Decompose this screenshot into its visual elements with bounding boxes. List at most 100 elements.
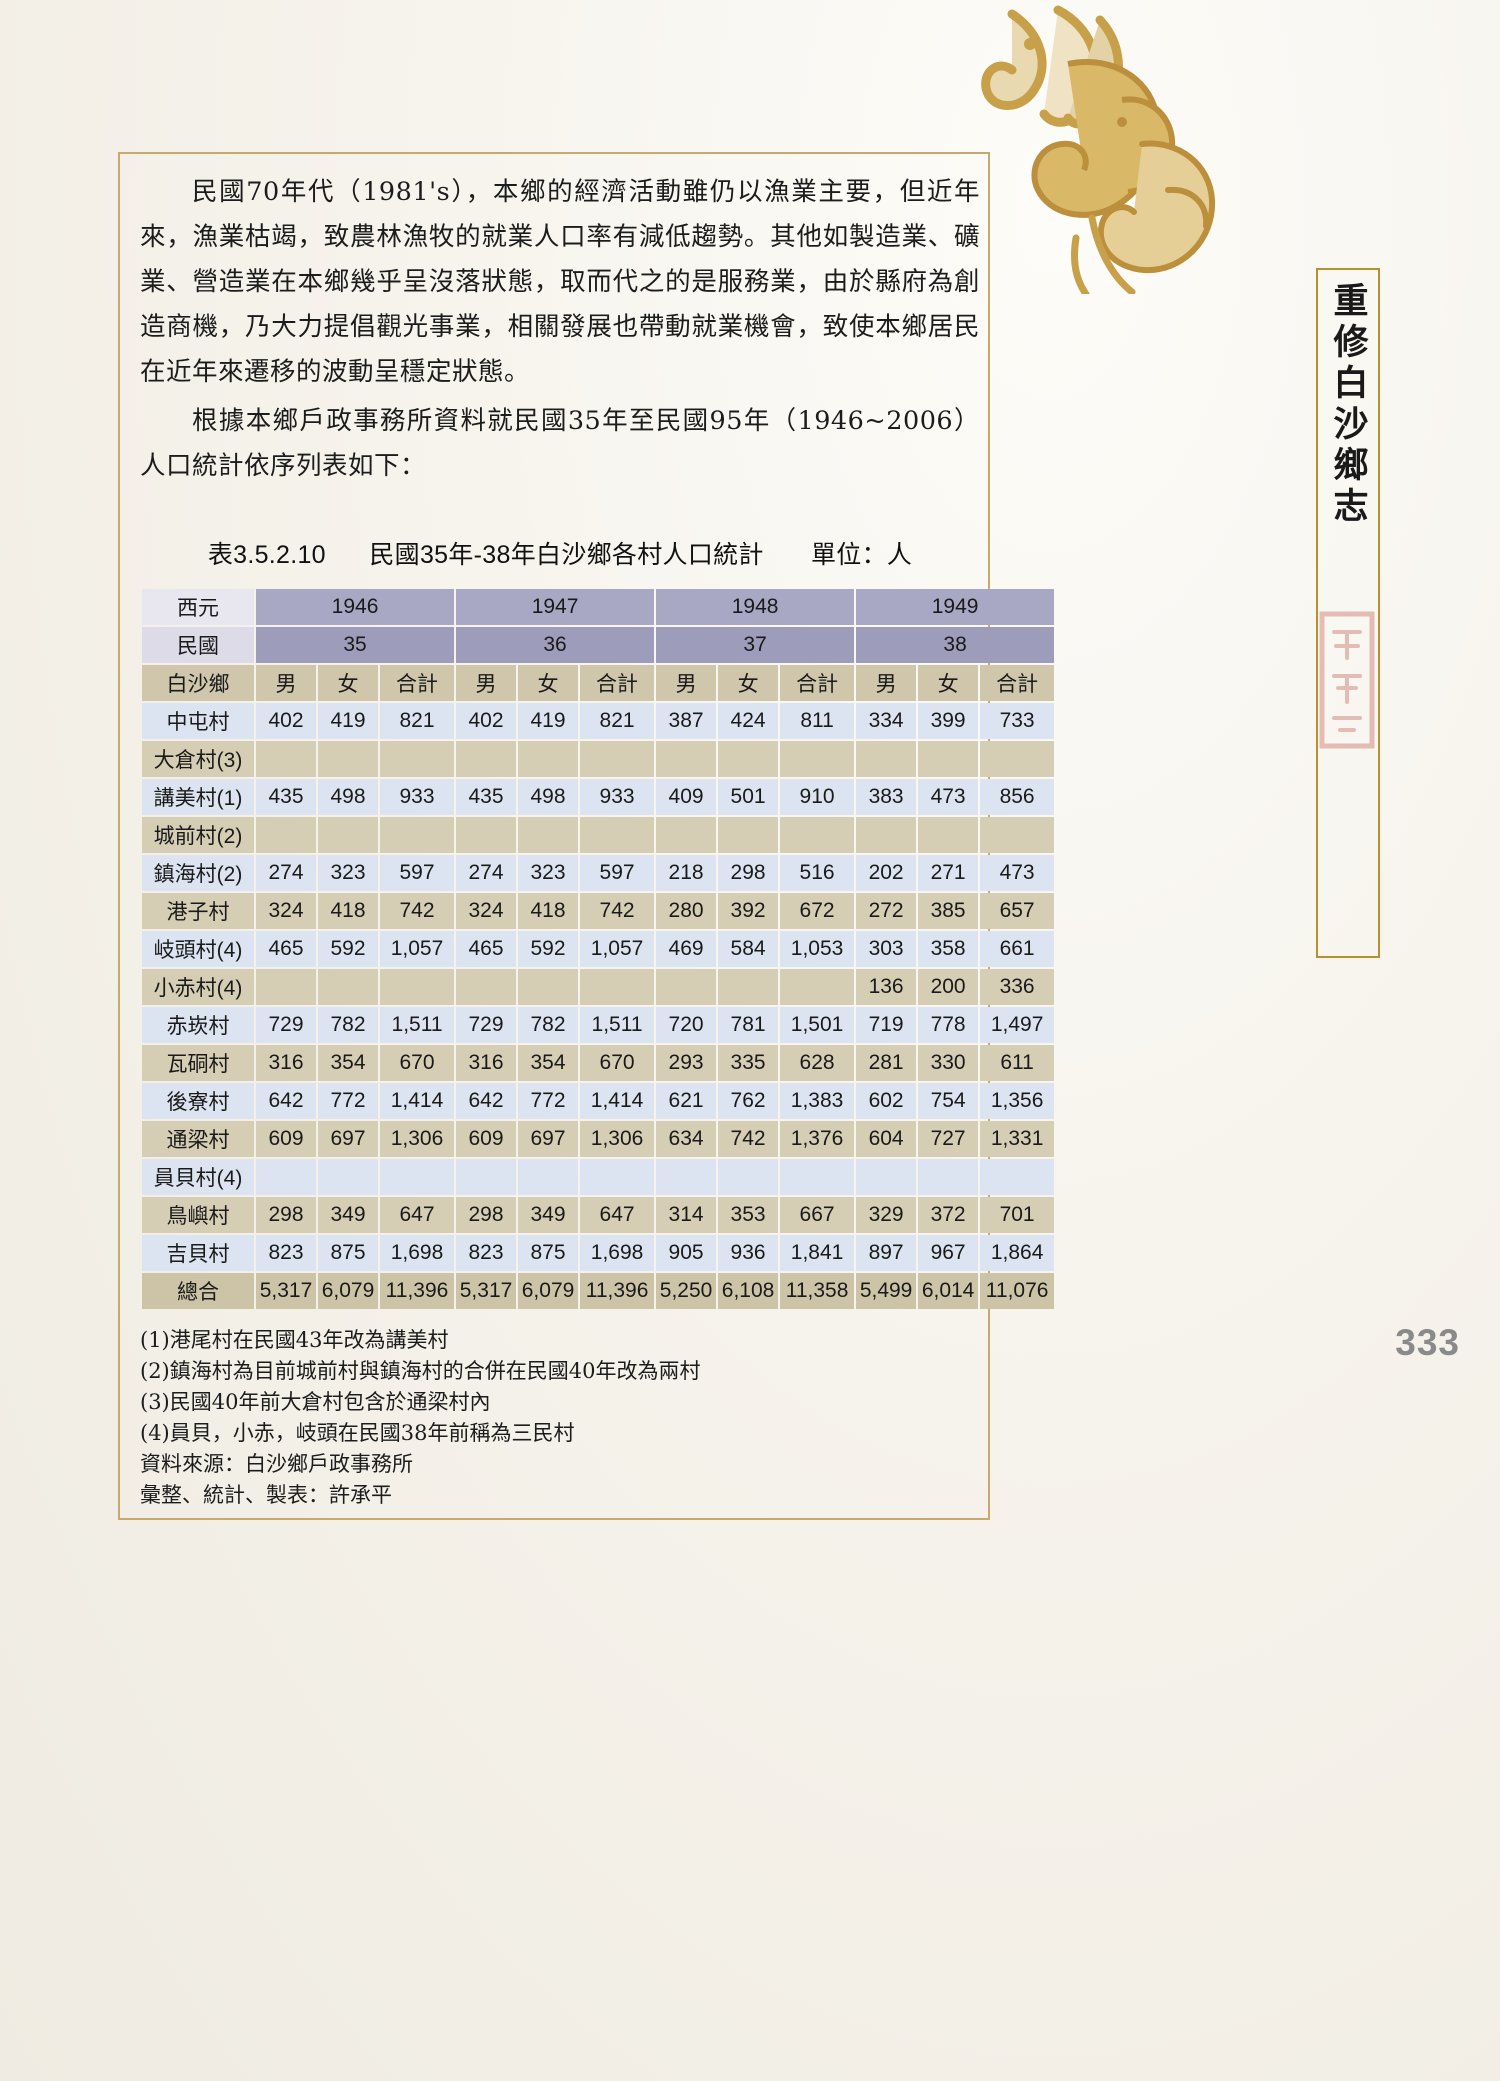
population-cell: 516 <box>780 855 855 891</box>
population-cell <box>318 817 378 853</box>
population-cell: 742 <box>580 893 655 929</box>
header-roc-year-3: 37 <box>656 627 855 663</box>
population-cell: 498 <box>518 779 579 815</box>
population-cell: 609 <box>256 1121 316 1157</box>
population-cell: 772 <box>318 1083 378 1119</box>
footnote-line: 資料來源：白沙鄉戶政事務所 <box>140 1452 413 1476</box>
header-corner-label: 白沙鄉 <box>142 665 254 701</box>
population-cell: 435 <box>456 779 517 815</box>
population-cell: 335 <box>718 1045 779 1081</box>
population-cell <box>580 969 655 1005</box>
population-cell <box>656 817 717 853</box>
population-cell: 316 <box>256 1045 316 1081</box>
table-caption-unit: 單位：人 <box>810 541 913 569</box>
population-cell: 1,057 <box>580 931 655 967</box>
total-cell: 6,108 <box>718 1273 779 1309</box>
population-cell: 933 <box>580 779 655 815</box>
population-cell: 642 <box>456 1083 517 1119</box>
table-caption: 表3.5.2.10 民國35年-38年白沙鄉各村人口統計 單位：人 <box>140 535 980 571</box>
population-cell <box>718 1159 779 1195</box>
population-cell: 733 <box>980 703 1055 739</box>
village-name-cell: 大倉村(3) <box>142 741 254 777</box>
population-cell <box>656 741 717 777</box>
population-cell: 609 <box>456 1121 517 1157</box>
population-cell: 316 <box>456 1045 517 1081</box>
population-cell: 385 <box>918 893 979 929</box>
population-cell <box>456 817 517 853</box>
population-cell: 1,306 <box>580 1121 655 1157</box>
table-row-total: 總合 5,317 6,079 11,396 5,317 6,079 11,396… <box>142 1273 1055 1309</box>
population-cell: 875 <box>318 1235 378 1271</box>
population-cell: 905 <box>656 1235 717 1271</box>
village-name-cell: 後寮村 <box>142 1083 254 1119</box>
population-cell <box>856 817 917 853</box>
population-cell <box>256 1159 316 1195</box>
population-cell: 823 <box>256 1235 316 1271</box>
population-cell: 936 <box>718 1235 779 1271</box>
total-cell: 11,358 <box>780 1273 855 1309</box>
header-roc-year-4: 38 <box>856 627 1055 663</box>
book-side-title: 重修白沙鄉志 <box>1316 268 1380 958</box>
population-cell: 856 <box>980 779 1055 815</box>
header-western-year-2: 1947 <box>456 589 655 625</box>
population-cell: 399 <box>918 703 979 739</box>
population-cell <box>318 969 378 1005</box>
population-cell: 1,057 <box>380 931 455 967</box>
population-cell: 821 <box>580 703 655 739</box>
population-cell: 967 <box>918 1235 979 1271</box>
population-cell <box>656 1159 717 1195</box>
population-cell: 298 <box>718 855 779 891</box>
population-cell <box>456 969 517 1005</box>
population-cell <box>456 1159 517 1195</box>
population-cell <box>380 741 455 777</box>
table-caption-title: 民國35年-38年白沙鄉各村人口統計 <box>369 541 764 569</box>
population-cell: 280 <box>656 893 717 929</box>
population-cell: 324 <box>256 893 316 929</box>
population-cell: 670 <box>580 1045 655 1081</box>
population-cell: 742 <box>380 893 455 929</box>
population-cell: 330 <box>918 1045 979 1081</box>
table-row: 城前村(2) <box>142 817 1055 853</box>
population-cell: 274 <box>256 855 316 891</box>
population-cell <box>518 1159 579 1195</box>
table-row: 大倉村(3) <box>142 741 1055 777</box>
table-row: 員貝村(4) <box>142 1159 1055 1195</box>
population-cell <box>718 969 779 1005</box>
population-cell: 1,414 <box>580 1083 655 1119</box>
paragraph-statistics-intro: 根據本鄉戶政事務所資料就民國35年至民國95年（1946~2006）人口統計依序… <box>140 406 980 481</box>
table-row: 港子村 324 418 742 324 418 742 280 392 672 272 385 657 <box>142 893 1055 929</box>
population-cell <box>456 741 517 777</box>
population-cell: 697 <box>318 1121 378 1157</box>
table-header-roc-year: 民國 35 36 37 38 <box>142 627 1055 663</box>
population-cell: 334 <box>856 703 917 739</box>
total-cell: 6,079 <box>518 1273 579 1309</box>
population-cell <box>318 1159 378 1195</box>
population-cell: 271 <box>918 855 979 891</box>
header-label-roc: 民國 <box>142 627 254 663</box>
population-cell: 1,356 <box>980 1083 1055 1119</box>
population-cell: 323 <box>518 855 579 891</box>
population-cell: 720 <box>656 1007 717 1043</box>
header-female-3: 女 <box>718 665 779 701</box>
village-name-cell: 鎮海村(2) <box>142 855 254 891</box>
population-cell: 349 <box>518 1197 579 1233</box>
header-male-1: 男 <box>256 665 316 701</box>
population-cell: 329 <box>856 1197 917 1233</box>
population-cell: 602 <box>856 1083 917 1119</box>
village-name-cell: 吉貝村 <box>142 1235 254 1271</box>
table-row: 吉貝村 823 875 1,698 823 875 1,698 905 936 1,841 897 9… <box>142 1235 1055 1271</box>
header-total-2: 合計 <box>580 665 655 701</box>
population-cell: 293 <box>656 1045 717 1081</box>
population-cell: 729 <box>256 1007 316 1043</box>
header-roc-year-1: 35 <box>256 627 455 663</box>
population-cell <box>380 817 455 853</box>
population-cell <box>780 741 855 777</box>
village-name-cell: 城前村(2) <box>142 817 254 853</box>
header-western-year-4: 1949 <box>856 589 1055 625</box>
population-cell: 314 <box>656 1197 717 1233</box>
population-cell: 584 <box>718 931 779 967</box>
population-cell: 336 <box>980 969 1055 1005</box>
header-total-4: 合計 <box>980 665 1055 701</box>
total-cell: 5,250 <box>656 1273 717 1309</box>
total-cell: 11,396 <box>580 1273 655 1309</box>
